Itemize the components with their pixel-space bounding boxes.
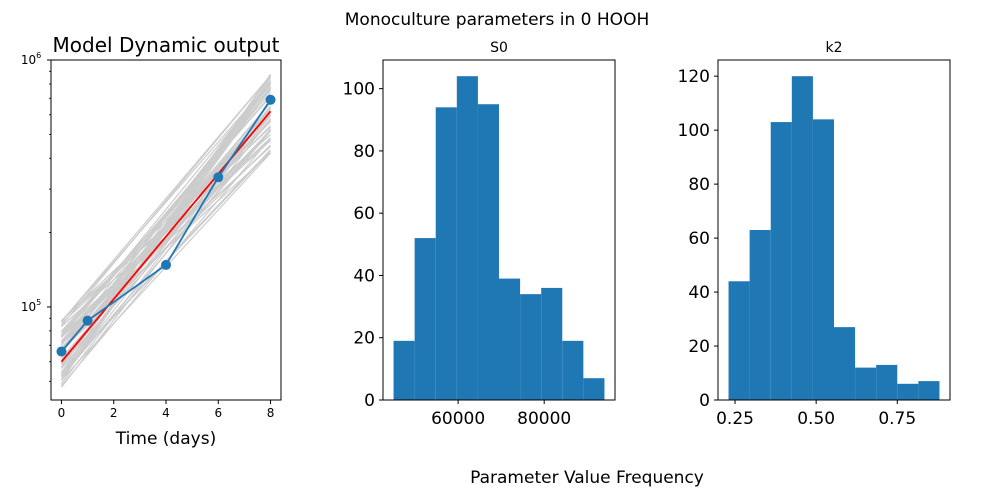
plot-area xyxy=(56,73,276,388)
axes-frame xyxy=(382,59,616,401)
y-tick-exponent: 6 xyxy=(36,51,41,60)
x-tick-label: 8 xyxy=(267,406,275,420)
series-line-red xyxy=(60,110,272,363)
data-point xyxy=(213,172,224,183)
ensemble-line xyxy=(61,138,271,328)
x-tick-label: 6 xyxy=(214,406,222,420)
y-tick-label: 40 xyxy=(353,266,375,286)
ensemble-line xyxy=(61,152,271,345)
data-point xyxy=(56,346,67,357)
histogram-bar xyxy=(541,287,563,400)
histogram-bar xyxy=(520,294,542,400)
data-point xyxy=(82,315,93,326)
chart-title: Model Dynamic output xyxy=(53,33,280,57)
axes-frame xyxy=(717,59,951,401)
chart-title: k2 xyxy=(825,40,842,56)
histogram-bar xyxy=(812,119,834,400)
x-tick-label: 0 xyxy=(58,406,66,420)
histogram-bar xyxy=(770,122,792,401)
histogram-bar xyxy=(393,340,415,400)
y-tick-label: 0 xyxy=(699,391,710,411)
y-tick-label: 20 xyxy=(353,329,375,349)
x-tick-label: 0.75 xyxy=(878,409,916,429)
histogram-bar xyxy=(918,381,940,400)
histogram-bar xyxy=(876,364,898,400)
histogram-bar xyxy=(456,76,478,400)
data-point xyxy=(161,259,171,270)
y-tick-label: 105 xyxy=(21,298,41,314)
ensemble-line xyxy=(60,111,272,378)
y-tick-label: 40 xyxy=(688,283,710,303)
x-tick-label: 0.25 xyxy=(716,409,754,429)
ensemble-line xyxy=(60,83,272,346)
figure-suptitle: Monoculture parameters in 0 HOOH xyxy=(345,10,649,30)
line-chart-model-dynamic-output: 0 2 4 6 8 105 106 Model Dynamic output Time (day… xyxy=(21,33,282,449)
figure-supxlabel: Parameter Value Frequency xyxy=(470,468,704,488)
histogram-bar xyxy=(583,378,605,400)
x-axis-label: Time (days) xyxy=(115,429,216,449)
histogram-bar xyxy=(414,238,436,400)
histogram-bar xyxy=(897,383,919,400)
ensemble-line xyxy=(60,75,272,327)
y-tick-exponent: 5 xyxy=(36,298,41,307)
histogram-s0: 60000 80000 0 20 40 60 80 100 S0 xyxy=(343,40,616,429)
histogram-bar xyxy=(855,367,877,400)
ensemble-line xyxy=(60,80,272,351)
y-tick-label: 60 xyxy=(353,204,375,224)
ensemble-line xyxy=(61,129,271,366)
x-tick-label: 4 xyxy=(162,406,170,420)
y-tick-label: 120 xyxy=(678,67,710,87)
data-point xyxy=(265,94,276,105)
y-tick-label: 80 xyxy=(688,175,710,195)
x-tick-label: 0.50 xyxy=(797,409,835,429)
ensemble-line xyxy=(61,81,271,323)
y-tick-label: 60 xyxy=(688,229,710,249)
y-tick-label: 100 xyxy=(678,121,710,141)
histogram-bar xyxy=(435,107,457,401)
y-tick-label: 0 xyxy=(364,391,375,411)
histogram-bar xyxy=(834,327,856,400)
histogram-bar xyxy=(562,340,584,400)
y-tick-label: 80 xyxy=(353,142,375,162)
histogram-bar xyxy=(499,278,521,400)
histogram-bar xyxy=(728,281,750,400)
y-tick-label: 106 xyxy=(21,51,41,67)
ensemble-line xyxy=(60,115,272,370)
histogram-k2: 0.25 0.50 0.75 0 20 40 60 80 100 120 k2 xyxy=(678,40,951,429)
chart-title: S0 xyxy=(490,40,508,56)
y-tick-label: 20 xyxy=(688,337,710,357)
histogram-bar xyxy=(749,230,771,400)
ensemble-line xyxy=(60,85,272,377)
y-tick-label: 100 xyxy=(343,80,375,100)
x-tick-label: 60000 xyxy=(431,409,485,429)
x-tick-label: 80000 xyxy=(517,409,571,429)
histogram-bar xyxy=(477,104,499,400)
x-tick-label: 2 xyxy=(110,406,118,420)
histogram-bar xyxy=(791,76,813,400)
